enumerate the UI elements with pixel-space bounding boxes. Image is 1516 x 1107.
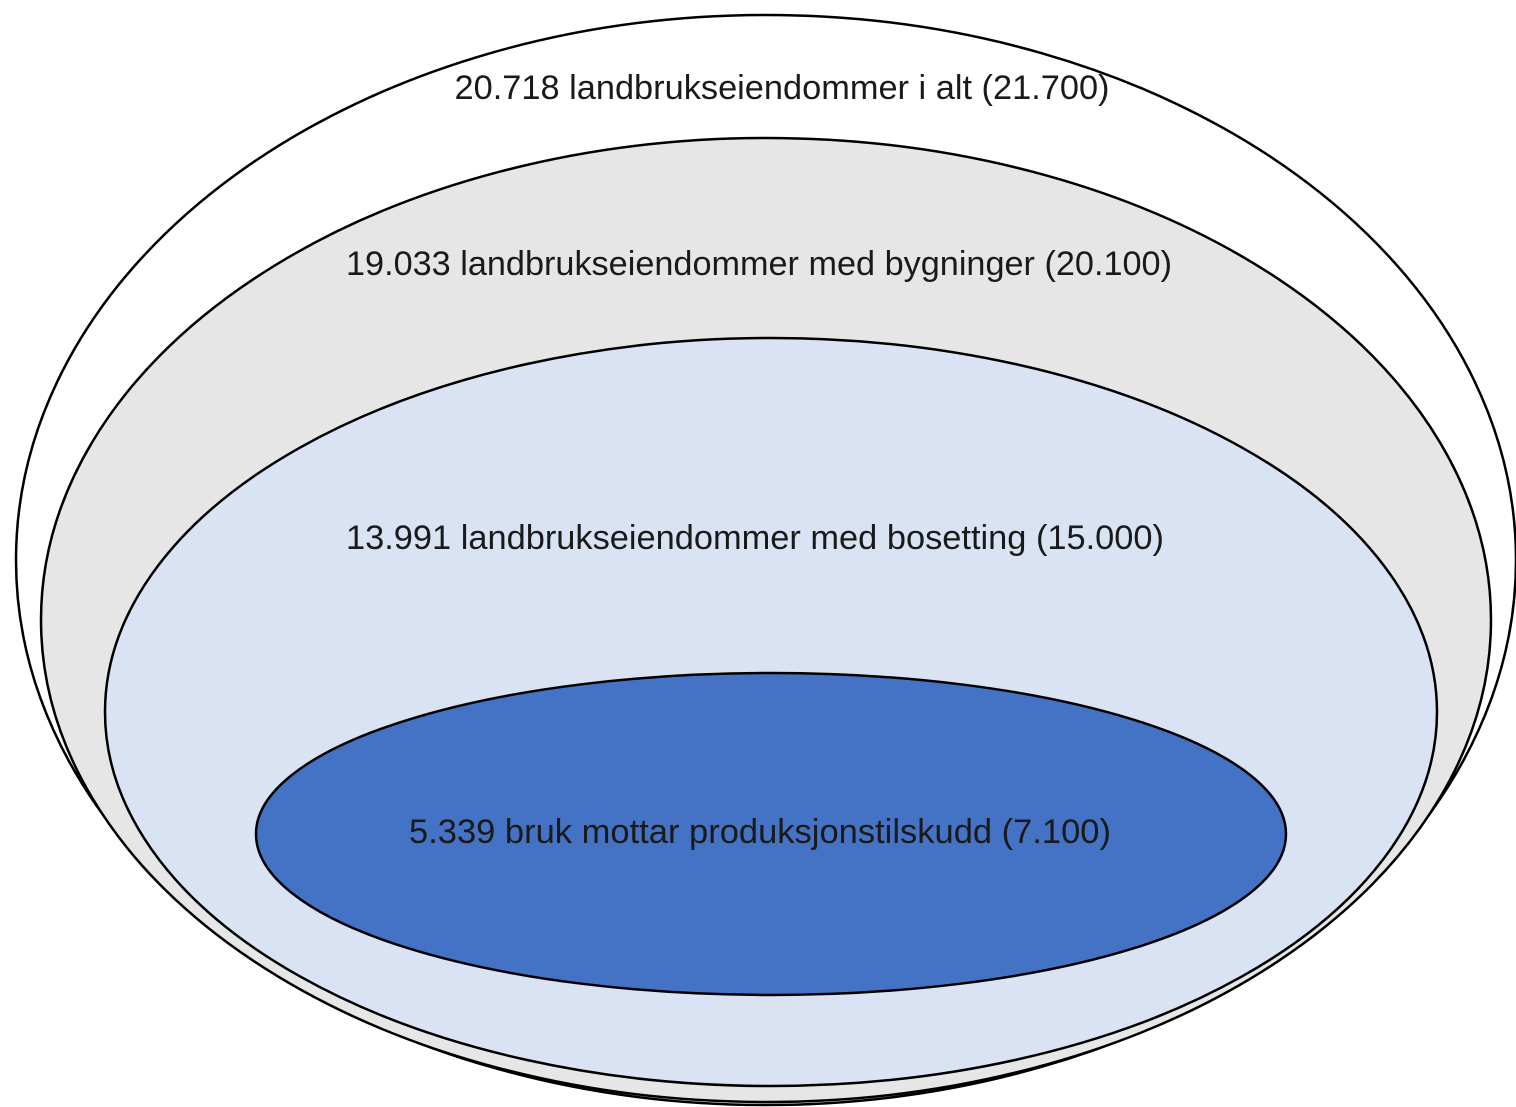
node-label: 5.339 bruk mottar produksjonstilskudd (7… — [409, 813, 1111, 851]
node-label: 19.033 landbrukseiendommer med bygninger… — [346, 245, 1172, 283]
subsidy-ellipse — [254, 671, 1288, 997]
node-label: 13.991 landbrukseiendommer med bosetting… — [346, 519, 1164, 557]
node-label: 20.718 landbrukseiendommer i alt (21.700… — [455, 69, 1110, 107]
